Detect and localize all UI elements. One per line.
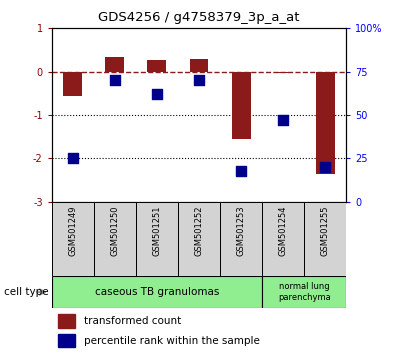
Point (154, 91, 160, 97)
Point (196, 78, 202, 83)
Bar (304, 202, 346, 276)
Text: GSM501252: GSM501252 (195, 205, 203, 256)
Point (112, 78, 118, 83)
Bar (262, 276, 346, 308)
Text: transformed count: transformed count (84, 316, 181, 326)
Text: normal lung
parenchyma: normal lung parenchyma (278, 282, 331, 302)
Text: GSM501254: GSM501254 (279, 205, 288, 256)
Point (280, 118, 286, 123)
Bar (189, 59, 209, 72)
Point (238, 168, 244, 173)
Text: GSM501253: GSM501253 (236, 205, 246, 256)
Text: GSM501250: GSM501250 (110, 205, 119, 256)
Bar (52, 276, 262, 308)
Text: GSM501255: GSM501255 (321, 205, 330, 256)
Point (322, 164, 328, 170)
Bar (58, 334, 75, 347)
Bar (136, 202, 178, 276)
Bar (274, 72, 293, 73)
Bar (178, 202, 220, 276)
Text: GDS4256 / g4758379_3p_a_at: GDS4256 / g4758379_3p_a_at (98, 11, 300, 24)
Bar (147, 59, 166, 72)
Text: cell type: cell type (4, 287, 49, 297)
Bar (316, 72, 335, 173)
Bar (232, 72, 250, 139)
Bar (94, 202, 136, 276)
Bar (58, 314, 75, 328)
Text: GSM501249: GSM501249 (68, 205, 77, 256)
Bar (262, 202, 304, 276)
Bar (105, 57, 124, 72)
Text: percentile rank within the sample: percentile rank within the sample (84, 336, 260, 346)
Bar (63, 72, 82, 96)
Text: caseous TB granulomas: caseous TB granulomas (95, 287, 219, 297)
Bar (52, 202, 94, 276)
Bar (220, 202, 262, 276)
Text: GSM501251: GSM501251 (152, 205, 162, 256)
Point (70, 156, 76, 161)
